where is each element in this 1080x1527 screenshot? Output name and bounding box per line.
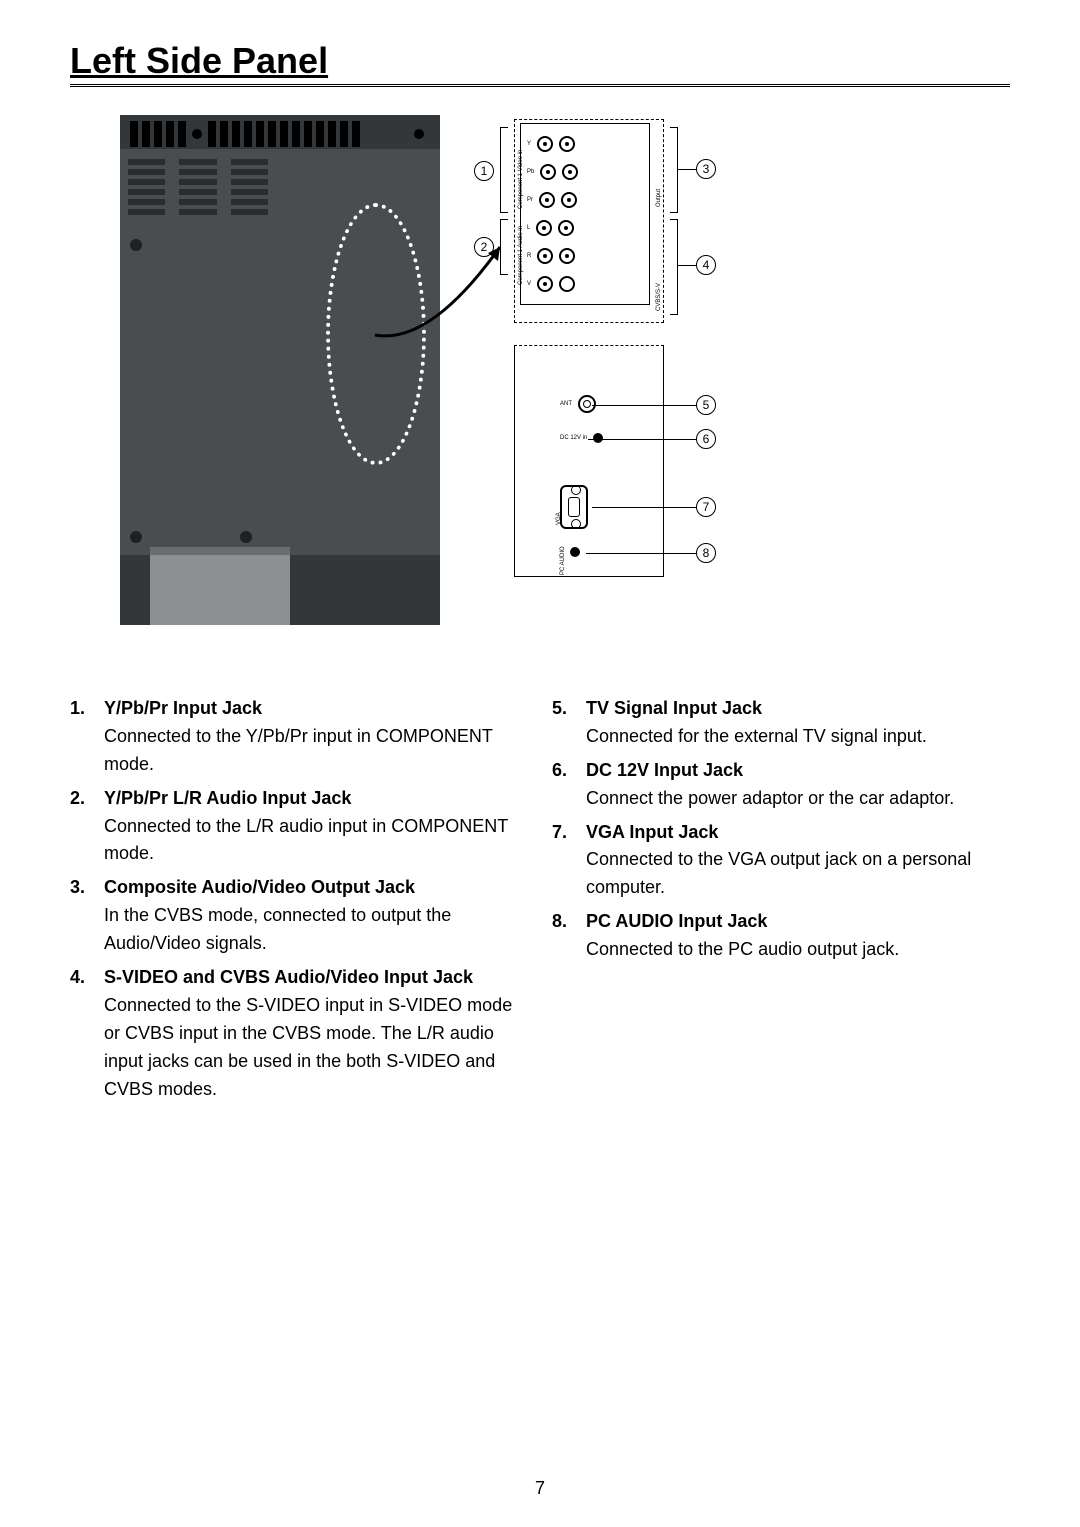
- arrow: [370, 235, 530, 355]
- callout-8: 8: [696, 543, 716, 563]
- callout-3: 3: [696, 159, 716, 179]
- description-columns: 1.Y/Pb/Pr Input JackConnected to the Y/P…: [70, 695, 1010, 1109]
- list-item: 1.Y/Pb/Pr Input JackConnected to the Y/P…: [70, 695, 528, 779]
- callout-1: 1: [474, 161, 494, 181]
- list-item: 3.Composite Audio/Video Output JackIn th…: [70, 874, 528, 958]
- callout-4: 4: [696, 255, 716, 275]
- callout-5: 5: [696, 395, 716, 415]
- list-item: 6.DC 12V Input JackConnect the power ada…: [552, 757, 1010, 813]
- callout-6: 6: [696, 429, 716, 449]
- list-item: 2.Y/Pb/Pr L/R Audio Input JackConnected …: [70, 785, 528, 869]
- list-item: 4.S-VIDEO and CVBS Audio/Video Input Jac…: [70, 964, 528, 1103]
- left-column: 1.Y/Pb/Pr Input JackConnected to the Y/P…: [70, 695, 528, 1109]
- page-number: 7: [0, 1478, 1080, 1499]
- figure: Y Pb Pr L R V Component 1 Video in Compo…: [70, 115, 1010, 655]
- list-item: 5.TV Signal Input JackConnected for the …: [552, 695, 1010, 751]
- list-item: 7.VGA Input JackConnected to the VGA out…: [552, 819, 1010, 903]
- panel-photo: [120, 115, 440, 625]
- page-title: Left Side Panel: [70, 40, 1010, 87]
- callout-7: 7: [696, 497, 716, 517]
- panel-diagram: Y Pb Pr L R V Component 1 Video in Compo…: [460, 115, 720, 635]
- list-item: 8.PC AUDIO Input JackConnected to the PC…: [552, 908, 1010, 964]
- right-column: 5.TV Signal Input JackConnected for the …: [552, 695, 1010, 1109]
